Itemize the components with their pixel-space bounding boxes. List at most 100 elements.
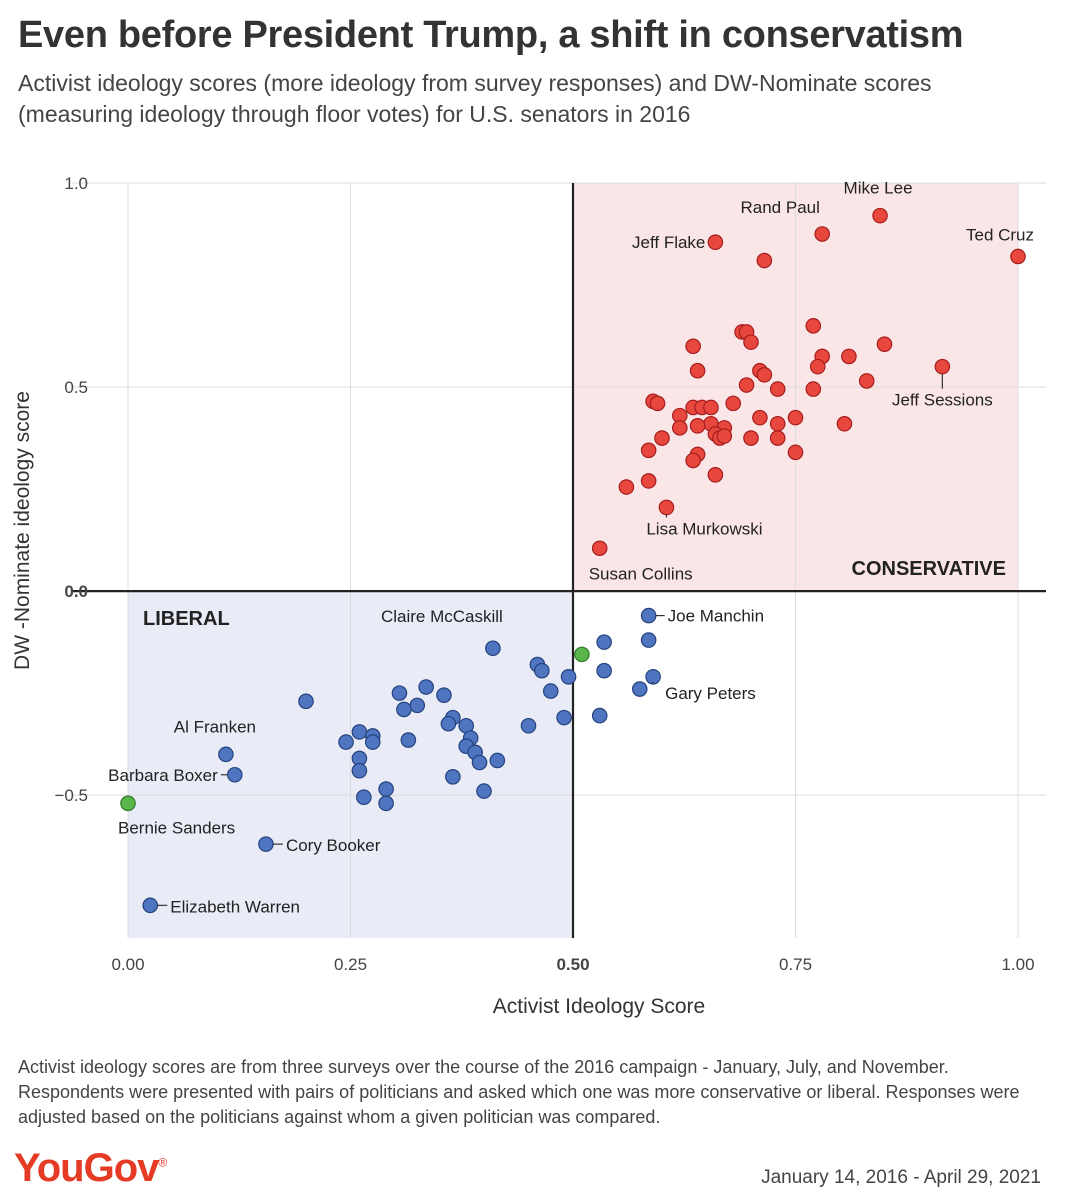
- independent-point: [120, 795, 136, 812]
- x-tick-label: 0.00: [111, 955, 144, 974]
- democrat-point: [298, 693, 314, 710]
- republican-point: [752, 409, 768, 426]
- x-tick-label: 0.75: [779, 955, 812, 974]
- x-tick-label: 0.25: [334, 955, 367, 974]
- democrat-point: [218, 746, 234, 763]
- republican-point: [787, 409, 804, 426]
- democrat-point: [489, 752, 506, 769]
- democrat-point: [391, 685, 408, 701]
- democrat-point: [476, 783, 492, 799]
- democrat-point: [542, 683, 559, 699]
- democrat-point: [364, 734, 381, 750]
- senator-label: Ted Cruz: [966, 225, 1034, 244]
- republican-point: [814, 226, 830, 242]
- democrat-point: [409, 697, 426, 714]
- republican-point: [618, 479, 635, 495]
- footnote: Activist ideology scores are from three …: [18, 1057, 1020, 1127]
- senator-label: Barbara Boxer: [108, 766, 218, 785]
- democrat-point: [351, 724, 368, 740]
- y-tick-label: −0.5: [54, 786, 88, 805]
- democrat-point: [440, 715, 457, 732]
- republican-point: [707, 466, 724, 483]
- republican-point: [707, 234, 724, 250]
- democrat-point: [396, 701, 412, 718]
- democrat-point: [351, 762, 368, 779]
- democrat-point: [418, 679, 434, 695]
- republican-point: [1010, 248, 1026, 265]
- yougov-logo: YouGov®: [14, 1146, 167, 1190]
- democrat-point: [445, 768, 461, 785]
- republican-point: [738, 377, 755, 393]
- democrat-point: [227, 766, 243, 783]
- region-label-liberal: LIBERAL: [143, 608, 230, 630]
- y-tick-label: 0.5: [64, 378, 88, 397]
- senator-label: Rand Paul: [741, 198, 820, 217]
- democrat-point: [640, 607, 657, 624]
- democrat-point: [142, 897, 159, 914]
- republican-point: [809, 358, 826, 375]
- democrat-point: [631, 681, 648, 697]
- republican-point: [649, 395, 666, 412]
- senator-label: Jeff Flake: [632, 233, 705, 252]
- republican-point: [743, 430, 759, 446]
- republican-point: [836, 415, 853, 432]
- republican-point: [591, 540, 608, 557]
- republican-point: [872, 207, 888, 224]
- democrat-point: [471, 754, 488, 771]
- republican-point: [671, 420, 688, 436]
- democrat-point: [596, 662, 612, 679]
- democrat-point: [378, 795, 394, 812]
- independent-point: [574, 646, 590, 663]
- republican-point: [640, 473, 657, 489]
- republican-point: [658, 499, 675, 516]
- republican-point: [689, 418, 706, 434]
- chart-subtitle: Activist ideology scores (more ideology …: [18, 70, 932, 127]
- democrat-point: [400, 732, 417, 748]
- y-tick-label: 0.0: [64, 582, 88, 601]
- republican-point: [685, 452, 701, 469]
- democrat-point: [436, 687, 452, 703]
- senator-label: Al Franken: [174, 717, 256, 736]
- senator-label: Cory Booker: [286, 836, 381, 855]
- republican-point: [654, 430, 670, 446]
- republican-point: [685, 338, 701, 355]
- chart-title: Even before President Trump, a shift in …: [18, 14, 964, 56]
- republican-point: [716, 428, 733, 444]
- democrat-point: [591, 707, 608, 724]
- republican-point: [756, 252, 773, 269]
- republican-point: [769, 430, 786, 446]
- republican-point: [756, 367, 773, 383]
- republican-point: [640, 442, 657, 459]
- senator-label: Mike Lee: [844, 179, 913, 198]
- republican-point: [787, 444, 804, 461]
- x-axis-title: Activist Ideology Score: [493, 995, 705, 1018]
- republican-point: [743, 334, 759, 350]
- democrat-point: [640, 632, 657, 648]
- republican-point: [725, 395, 741, 412]
- senator-label: Claire McCaskill: [381, 607, 503, 626]
- senator-label: Jeff Sessions: [892, 391, 993, 410]
- democrat-point: [356, 789, 372, 806]
- republican-point: [769, 415, 786, 432]
- date-range: January 14, 2016 - April 29, 2021: [761, 1167, 1041, 1188]
- republican-point: [841, 348, 857, 365]
- x-tick-label: 1.00: [1001, 955, 1034, 974]
- democrat-point: [485, 640, 501, 657]
- republican-point: [876, 336, 893, 353]
- democrat-point: [556, 709, 572, 726]
- senator-label: Bernie Sanders: [118, 818, 235, 837]
- republican-point: [703, 399, 719, 416]
- senator-label: Elizabeth Warren: [170, 897, 300, 916]
- democrat-point: [534, 662, 550, 679]
- x-tick-label: 0.50: [556, 955, 589, 974]
- senator-label: Lisa Murkowski: [646, 519, 762, 538]
- democrat-point: [520, 717, 537, 734]
- region-label-conservative: CONSERVATIVE: [852, 558, 1006, 580]
- y-axis-title: DW -Nominate ideology score: [11, 391, 34, 670]
- republican-point: [805, 381, 822, 397]
- democrat-point: [645, 669, 661, 685]
- scatter-chart: 0.00 0.25 0.50 0.75 1.00 1.0 0.5 0.0 −0.5 Activis…: [11, 174, 1046, 1018]
- senator-label: Joe Manchin: [668, 607, 764, 626]
- senator-label: Susan Collins: [589, 564, 693, 583]
- republican-point: [858, 373, 875, 389]
